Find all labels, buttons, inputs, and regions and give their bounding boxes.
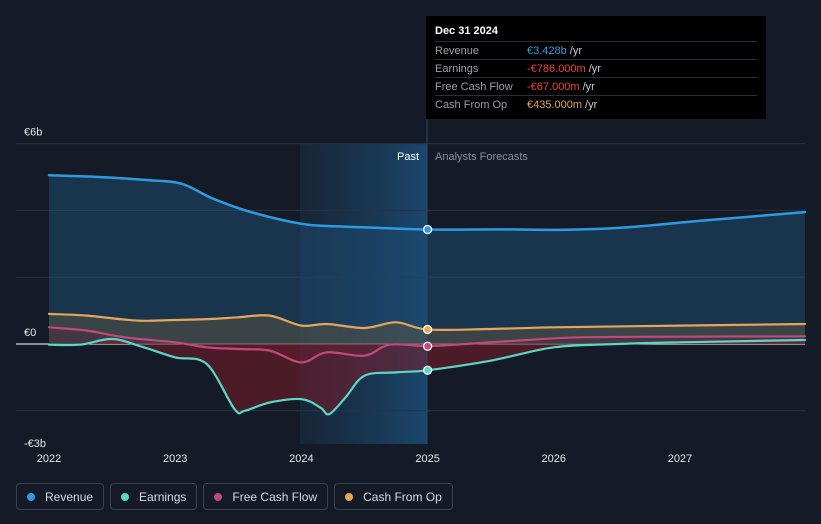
tooltip-unit: /yr <box>588 62 601 75</box>
y-axis-label: -€3b <box>24 438 46 450</box>
fcf-dot-icon <box>214 492 223 501</box>
x-axis-label: 2027 <box>668 453 692 465</box>
y-axis-label: €0 <box>24 327 36 339</box>
x-axis-label: 2023 <box>163 453 187 465</box>
legend-label: Revenue <box>45 489 94 504</box>
tooltip-row-fcf: Free Cash Flow -€67.000m /yr <box>435 77 757 95</box>
tooltip-row-earnings: Earnings -€786.000m /yr <box>435 59 757 77</box>
tooltip-label: Earnings <box>435 62 479 75</box>
revenue-dot-icon <box>27 492 35 501</box>
tooltip-unit: /yr <box>569 44 582 57</box>
tooltip-markers <box>422 224 433 375</box>
tooltip-row-revenue: Revenue €3.428b /yr <box>435 41 757 59</box>
tooltip-unit: /yr <box>582 80 595 93</box>
tooltip-unit: /yr <box>585 98 598 111</box>
legend-label: Earnings <box>139 489 187 504</box>
tooltip-label: Free Cash Flow <box>435 80 513 93</box>
earnings-area <box>49 338 805 415</box>
earnings-marker <box>422 365 433 375</box>
legend-item-revenue[interactable]: Revenue <box>16 483 105 510</box>
earnings-line <box>47 337 806 416</box>
revenue-line <box>47 174 807 232</box>
tooltip-label: Revenue <box>435 44 480 57</box>
fcf-marker <box>422 341 433 351</box>
x-axis-label: 2026 <box>542 453 566 465</box>
cfo-marker <box>422 324 433 335</box>
series-lines <box>47 174 807 416</box>
tooltip-value: €3.428b <box>527 44 567 57</box>
legend-item-earnings[interactable]: Earnings <box>110 483 198 510</box>
x-axis-label: 2022 <box>37 453 61 465</box>
tooltip-row-cfo: Cash From Op €435.000m /yr <box>435 95 757 113</box>
forecast-label: Analysts Forecasts <box>435 151 528 163</box>
tooltip-date: Dec 31 2024 <box>435 25 498 37</box>
cfo-line <box>47 312 806 332</box>
legend-item-fcf[interactable]: Free Cash Flow <box>203 483 329 510</box>
legend-label: Free Cash Flow <box>232 489 318 504</box>
cfo-dot-icon <box>345 492 354 501</box>
legend-item-cfo[interactable]: Cash From Op <box>334 483 453 510</box>
y-axis-label: €6b <box>24 127 42 139</box>
legend-label: Cash From Op <box>363 489 442 504</box>
past-label: Past <box>397 151 419 163</box>
x-axis-label: 2025 <box>415 453 439 465</box>
fcf-line <box>47 326 806 364</box>
y-axis-labels: €6b €0 -€3b <box>24 127 46 451</box>
x-axis-label: 2024 <box>289 453 313 465</box>
tooltip: Dec 31 2024 Revenue €3.428b /yr Earnings… <box>426 16 766 119</box>
tooltip-label: Cash From Op <box>435 98 508 111</box>
x-axis-labels: 2022 2023 2024 2025 2026 2027 <box>37 453 692 465</box>
earnings-dot-icon <box>121 492 130 501</box>
legend: Revenue Earnings Free Cash Flow Cash Fro… <box>16 483 453 510</box>
tooltip-value: €435.000m <box>527 98 583 111</box>
tooltip-value: -€67.000m <box>527 80 580 93</box>
tooltip-value: -€786.000m <box>527 62 586 75</box>
revenue-marker <box>422 224 433 235</box>
